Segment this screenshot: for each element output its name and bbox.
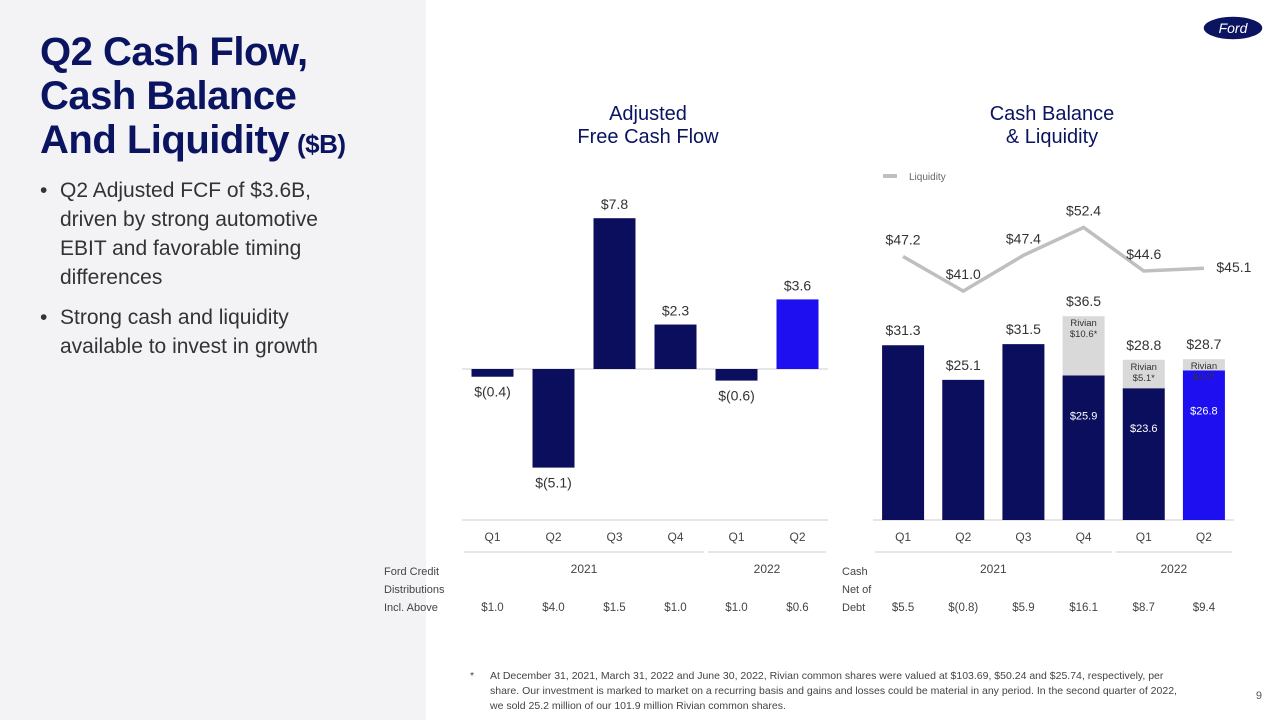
value-label: $2.3 xyxy=(662,303,689,319)
footer-value: $1.0 xyxy=(481,602,503,614)
segment-label: Rivian $5.1* xyxy=(1131,362,1157,384)
chart-title: Adjusted Free Cash Flow xyxy=(577,103,719,148)
x-tick-label: Q2 xyxy=(955,530,971,544)
footer-value: $0.6 xyxy=(786,602,808,614)
footnote: * At December 31, 2021, March 31, 2022 an… xyxy=(470,669,1178,714)
line-label: $52.4 xyxy=(1066,202,1101,218)
x-tick-label: Q4 xyxy=(1076,530,1092,544)
footer-label: Cash Net of Debt xyxy=(842,566,872,614)
group-label: 2021 xyxy=(571,562,598,576)
x-tick-label: Q1 xyxy=(728,530,744,544)
x-tick-label: Q2 xyxy=(545,530,561,544)
bar xyxy=(1062,375,1105,520)
footer-value: $1.0 xyxy=(725,602,747,614)
group-label: 2022 xyxy=(1160,562,1187,576)
logo: Ford xyxy=(1219,20,1249,36)
segment-label: Rivian $10.6* xyxy=(1070,318,1098,340)
title-line-text: And Liquidity xyxy=(40,118,290,162)
value-label: $(0.4) xyxy=(474,384,511,400)
bar xyxy=(1182,370,1225,520)
bar xyxy=(1002,344,1045,520)
footer-value: $4.0 xyxy=(542,602,564,614)
line-label: $47.2 xyxy=(886,231,921,247)
footer-value: $(0.8) xyxy=(948,602,978,614)
total-label: $28.8 xyxy=(1126,337,1161,353)
total-label: $28.7 xyxy=(1186,336,1221,352)
x-tick-label: Q3 xyxy=(606,530,622,544)
footer-label: Ford Credit Distributions Incl. Above xyxy=(384,566,445,614)
logo-badge xyxy=(1202,15,1264,41)
x-tick-label: Q1 xyxy=(895,530,911,544)
footer-value: $5.5 xyxy=(892,602,914,614)
footer-value: $5.9 xyxy=(1012,602,1034,614)
x-tick-label: Q1 xyxy=(1136,530,1152,544)
line-label: $41.0 xyxy=(946,266,981,282)
x-tick-label: Q4 xyxy=(667,530,683,544)
value-label: $23.6 xyxy=(1130,423,1158,435)
bullets: Q2 Adjusted FCF of $3.6B, driven by stro… xyxy=(40,176,340,372)
group-label: 2022 xyxy=(754,562,781,576)
line-label: $47.4 xyxy=(1006,230,1041,246)
line xyxy=(902,225,1204,294)
value-label: $31.3 xyxy=(886,322,921,338)
line-label: $45.1 xyxy=(1216,259,1251,275)
x-tick-label: Q2 xyxy=(1196,530,1212,544)
legend-label: Liquidity xyxy=(909,172,946,183)
footnote-marker: * xyxy=(470,670,475,682)
bar xyxy=(593,218,636,369)
value-label: $(0.6) xyxy=(718,388,755,404)
footnote-text: At December 31, 2021, March 31, 2022 and… xyxy=(490,670,1177,712)
value-label: $(5.1) xyxy=(535,475,572,491)
footer-value: $1.5 xyxy=(603,602,625,614)
line-label: $44.6 xyxy=(1126,246,1161,262)
bar xyxy=(882,345,925,520)
value-label: $31.5 xyxy=(1006,321,1041,337)
value-label: $7.8 xyxy=(601,196,628,212)
x-tick-label: Q2 xyxy=(789,530,805,544)
bar xyxy=(776,299,819,369)
total-label: $36.5 xyxy=(1066,293,1101,309)
bar xyxy=(654,324,697,369)
title-unit: ($B) xyxy=(297,129,346,159)
value-label: $25.1 xyxy=(946,357,981,373)
bar xyxy=(471,369,514,377)
title-line: Q2 Cash Flow, xyxy=(40,30,308,74)
footer-value: $1.0 xyxy=(664,602,686,614)
bullet: Q2 Adjusted FCF of $3.6B, driven by stro… xyxy=(40,176,340,292)
bar xyxy=(942,379,985,520)
x-tick-label: Q1 xyxy=(484,530,500,544)
title-line: Cash Balance xyxy=(40,74,297,118)
bar xyxy=(532,369,575,468)
bar xyxy=(715,369,758,381)
value-label: $3.6 xyxy=(784,277,811,293)
footer-value: $9.4 xyxy=(1193,602,1216,614)
group-label: 2021 xyxy=(980,562,1007,576)
bar-segment xyxy=(1182,359,1225,371)
value-label: $26.8 xyxy=(1190,405,1218,417)
value-label: $25.9 xyxy=(1070,410,1098,422)
page-number: 9 xyxy=(1256,690,1262,702)
footer-value: $16.1 xyxy=(1069,602,1098,614)
chart-title: Cash Balance & Liquidity xyxy=(990,103,1115,148)
bar-segment xyxy=(1122,359,1165,389)
bar xyxy=(1122,388,1165,520)
title-line: And Liquidity ($B) xyxy=(40,118,346,163)
footer-value: $8.7 xyxy=(1133,602,1155,614)
x-tick-label: Q3 xyxy=(1015,530,1031,544)
bullet: Strong cash and liquidity available to i… xyxy=(40,303,340,361)
segment-label: Rivian $2.0* xyxy=(1191,361,1217,383)
bar-segment xyxy=(1062,316,1105,376)
